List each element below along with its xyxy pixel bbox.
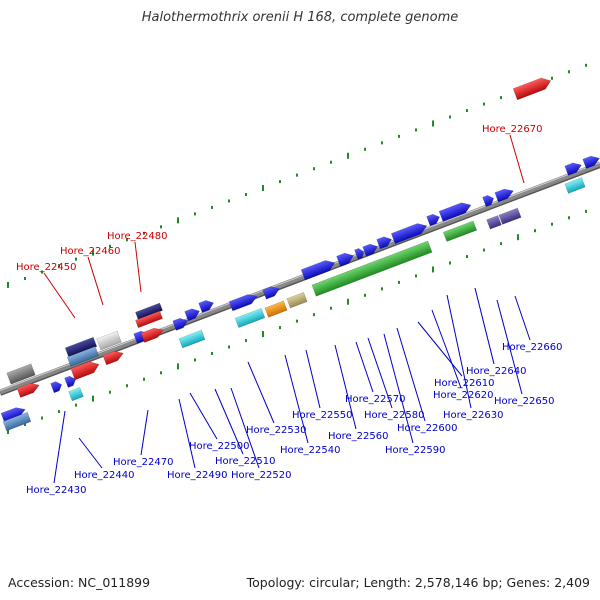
gene-label: Hore_22450 — [16, 262, 77, 273]
genome-summary-text: Topology: circular; Length: 2,578,146 bp… — [246, 575, 590, 590]
gene-feature — [64, 375, 76, 388]
gene-feature — [66, 346, 100, 367]
gene-feature — [354, 248, 365, 260]
gene-label: Hore_22630 — [443, 410, 504, 421]
gene-feature — [234, 308, 266, 328]
gene-label: Hore_22650 — [494, 396, 555, 407]
gene-feature — [564, 177, 586, 194]
gene-label: Hore_22530 — [246, 425, 307, 436]
gene-feature — [362, 243, 378, 257]
gene-feature — [64, 336, 98, 358]
gene-feature — [300, 260, 336, 281]
gene-feature — [264, 300, 288, 318]
gene-label-leader — [78, 437, 103, 469]
gene-feature — [228, 294, 258, 312]
gene-label: Hore_22440 — [74, 470, 135, 481]
gene-feature — [426, 213, 440, 227]
gene-label: Hore_22510 — [215, 456, 276, 467]
gene-label: Hore_22620 — [433, 390, 494, 401]
gene-label-leader — [214, 388, 244, 455]
gene-feature — [172, 318, 188, 331]
gene-label-leader — [396, 327, 426, 422]
gene-feature — [438, 202, 472, 222]
map-title: Halothermothrix orenii H 168, complete g… — [141, 10, 459, 25]
gene-label: Hore_22570 — [345, 394, 406, 405]
gene-feature — [286, 291, 308, 309]
gene-label-leader — [230, 387, 260, 469]
gene-feature — [486, 215, 502, 230]
gene-label: Hore_22660 — [502, 342, 563, 353]
gene-feature — [512, 77, 552, 101]
gene-feature — [6, 363, 36, 385]
gene-feature — [50, 381, 62, 394]
gene-label-leader — [514, 295, 531, 341]
gene-feature — [198, 300, 214, 313]
gene-feature — [0, 407, 26, 423]
gene-label: Hore_22540 — [280, 445, 341, 456]
gene-feature — [102, 351, 124, 366]
gene-label: Hore_22470 — [113, 457, 174, 468]
gene-feature — [336, 252, 354, 267]
gene-label-leader — [189, 392, 218, 440]
gene-feature — [16, 382, 40, 398]
gene-label: Hore_22560 — [328, 431, 389, 442]
gene-label-leader — [417, 321, 463, 377]
gene-label-leader — [383, 333, 414, 444]
gene-label: Hore_22460 — [60, 246, 121, 257]
gene-feature — [135, 302, 163, 321]
gene-label-leader — [43, 272, 76, 319]
gene-label-leader — [446, 294, 472, 409]
gene-feature — [376, 236, 392, 250]
gene-label-leader — [474, 287, 495, 365]
gene-label: Hore_22520 — [231, 470, 292, 481]
gene-feature — [70, 361, 100, 381]
gene-label-leader — [140, 409, 149, 456]
gene-label-leader — [305, 349, 321, 409]
gene-label-leader — [247, 361, 275, 424]
gene-label-leader — [284, 354, 309, 444]
gene-feature — [68, 386, 84, 402]
gene-feature — [482, 195, 494, 207]
gene-label-leader — [334, 344, 357, 430]
gene-feature — [184, 308, 200, 322]
gene-label: Hore_22610 — [434, 378, 495, 389]
gene-feature — [498, 207, 522, 225]
gene-feature — [311, 240, 433, 297]
gene-label-leader — [53, 410, 66, 484]
gene-label: Hore_22580 — [364, 410, 425, 421]
genome-backbone — [0, 161, 600, 395]
gene-feature — [582, 155, 600, 169]
gene-feature — [135, 310, 163, 329]
gene-label: Hore_22600 — [397, 423, 458, 434]
gene-label-leader — [367, 337, 393, 409]
gene-label-leader — [496, 299, 523, 395]
gene-feature — [96, 330, 122, 351]
gene-feature — [390, 223, 428, 245]
gene-label: Hore_22550 — [292, 410, 353, 421]
gene-label-leader — [178, 398, 196, 469]
gene-label-leader — [134, 241, 142, 293]
gene-feature — [262, 286, 280, 300]
gene-label-leader — [431, 309, 462, 389]
gene-label: Hore_22500 — [189, 441, 250, 452]
gene-feature — [178, 329, 206, 349]
gene-feature — [494, 188, 514, 203]
gene-feature — [140, 327, 164, 343]
gene-feature — [564, 162, 582, 176]
gene-feature — [2, 411, 32, 432]
gene-label: Hore_22480 — [107, 231, 168, 242]
gene-label: Hore_22490 — [167, 470, 228, 481]
gene-label: Hore_22590 — [385, 445, 446, 456]
gene-feature — [442, 220, 478, 242]
gene-label: Hore_22670 — [482, 124, 543, 135]
accession-text: Accession: NC_011899 — [8, 575, 151, 590]
gene-label-leader — [355, 341, 374, 393]
gene-label: Hore_22640 — [466, 366, 527, 377]
gene-label-leader — [87, 256, 104, 306]
gene-label-leader — [509, 134, 525, 184]
gene-label: Hore_22430 — [26, 485, 87, 496]
